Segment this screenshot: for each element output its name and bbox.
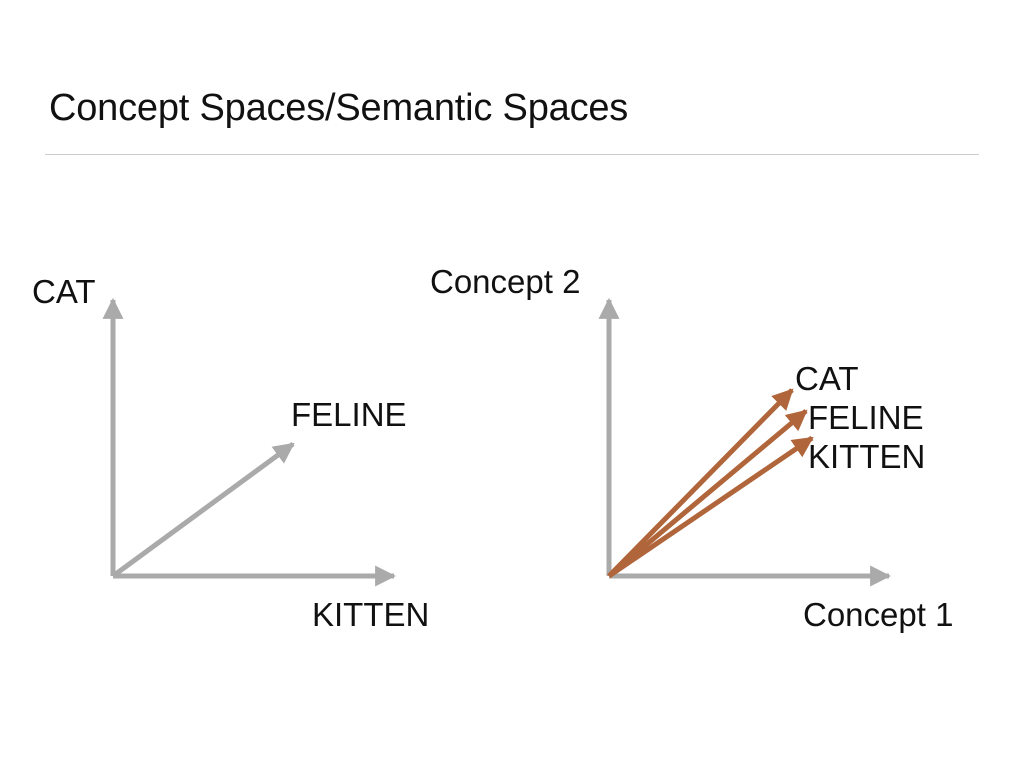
left-vector-label: FELINE xyxy=(291,396,407,433)
title-divider xyxy=(45,154,979,155)
right-vector-label-kitten: KITTEN xyxy=(808,438,926,475)
left-diagram xyxy=(102,297,397,587)
right-kitten-vector xyxy=(607,435,814,579)
right-cat-vector xyxy=(607,388,794,578)
right-y-axis-label: Concept 2 xyxy=(430,263,581,300)
left-y-axis-label: CAT xyxy=(32,273,96,310)
right-feline-vector xyxy=(607,409,808,578)
right-diagram xyxy=(598,297,892,587)
right-vector-label-feline: FELINE xyxy=(808,399,924,436)
right-x-axis-label: Concept 1 xyxy=(803,596,954,633)
left-feline-vector xyxy=(111,441,295,579)
right-vector-label-cat: CAT xyxy=(795,360,859,397)
slide-title: Concept Spaces/Semantic Spaces xyxy=(49,87,629,129)
left-x-axis-label: KITTEN xyxy=(312,596,430,633)
